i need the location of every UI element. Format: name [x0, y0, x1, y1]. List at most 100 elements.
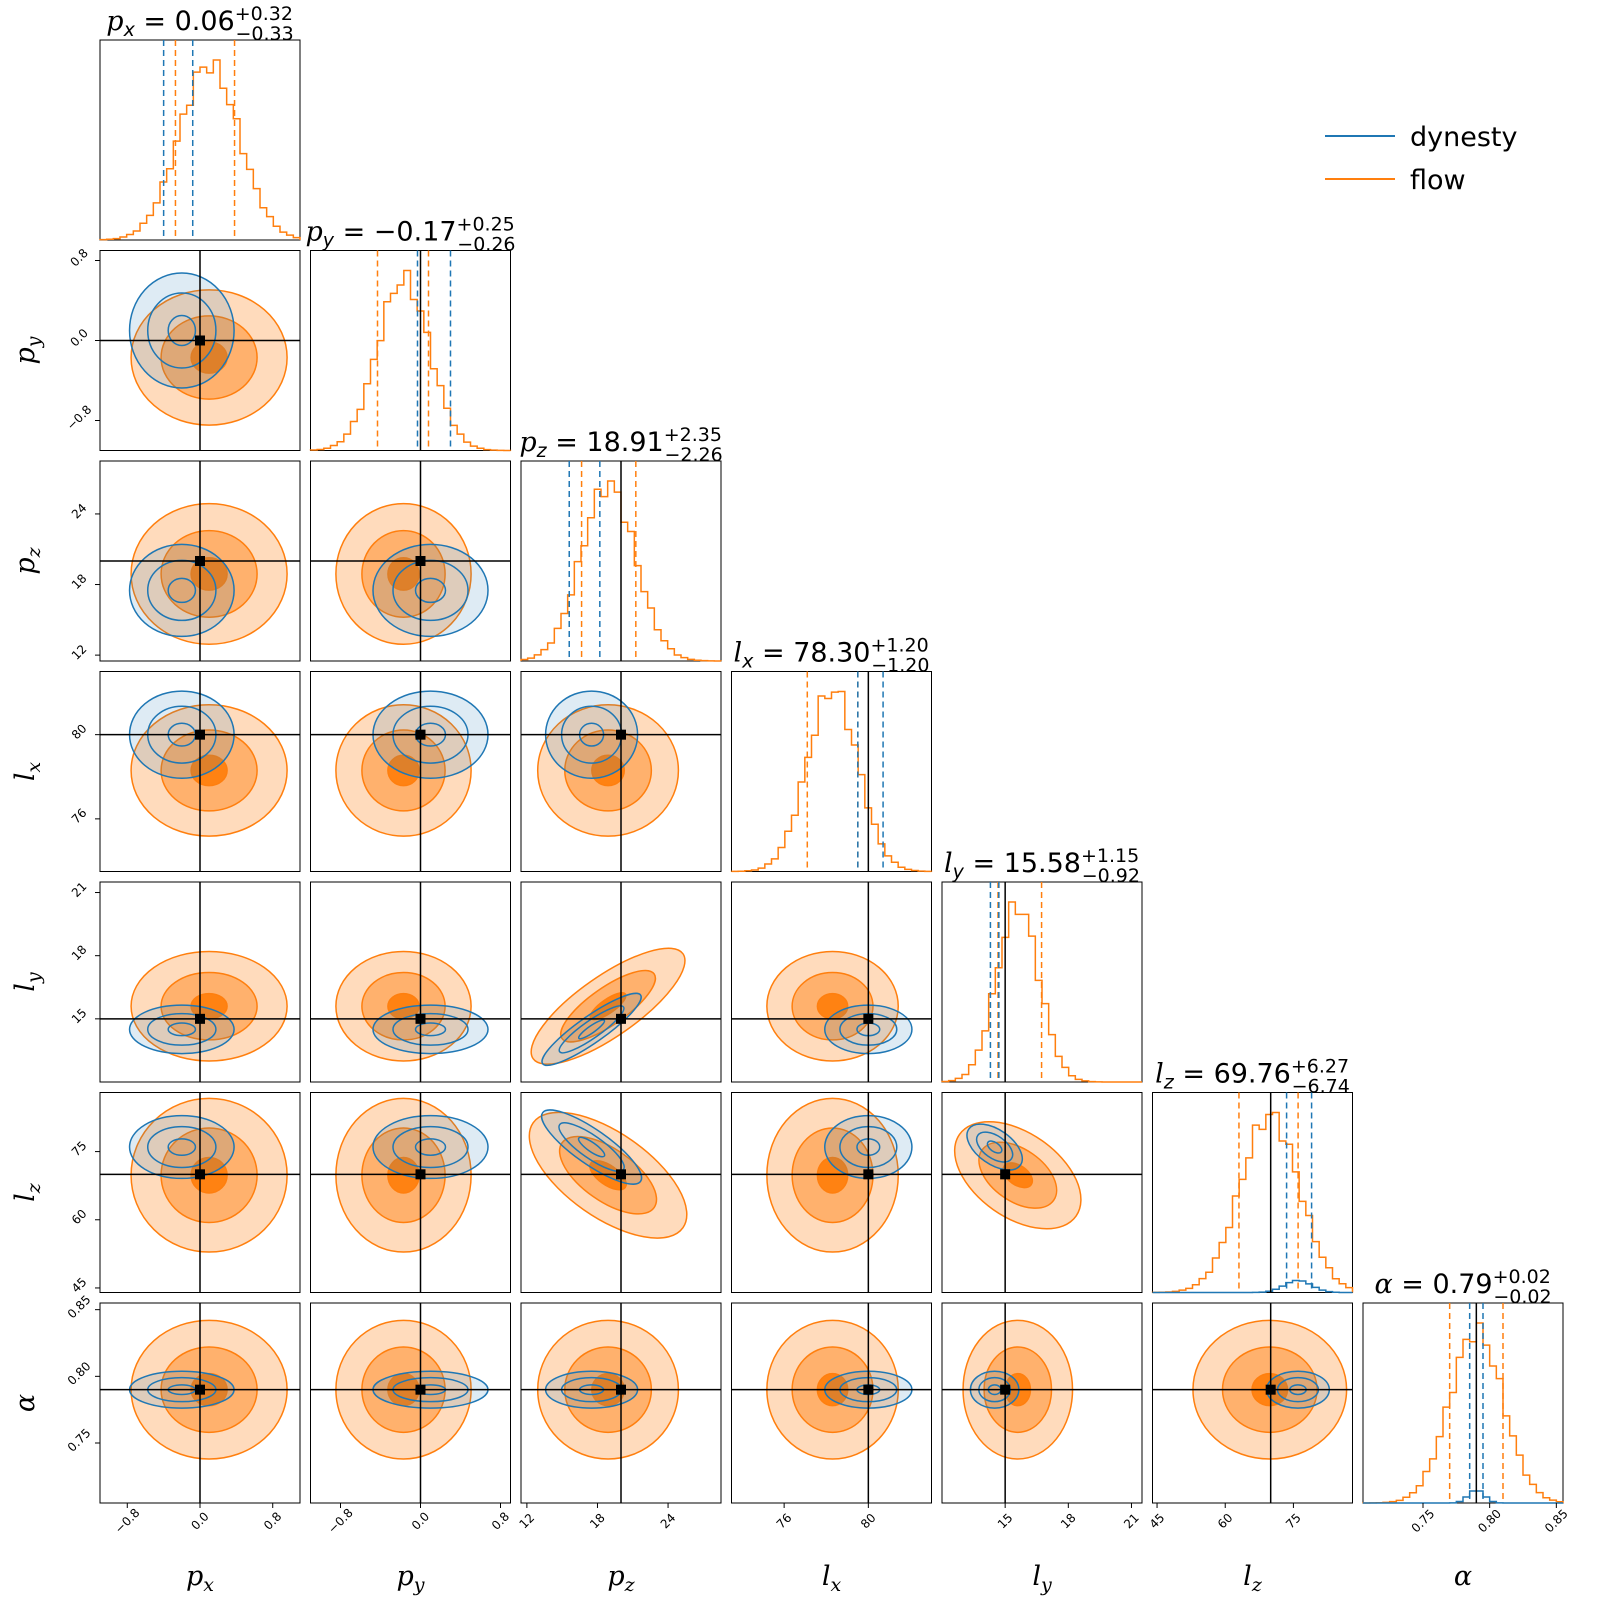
y-tick-label: 0.75	[65, 1426, 94, 1455]
truth-marker	[415, 1384, 426, 1395]
panel-frame	[310, 671, 511, 872]
hist-frame	[1152, 1092, 1353, 1293]
panel-frame	[520, 1092, 722, 1293]
dynesty-contour-level-3	[167, 314, 197, 347]
dynesty-contour-level-2	[558, 1005, 625, 1054]
contour-panel-px-pz	[99, 460, 301, 662]
hist-flow	[1362, 1322, 1564, 1504]
hist-frame	[1362, 1302, 1564, 1504]
contour-panel-pz-lz	[520, 1092, 722, 1293]
truth-marker	[616, 729, 626, 740]
dynesty-contour-level-2	[975, 1131, 1014, 1163]
dynesty-contour-level-2	[146, 1125, 217, 1169]
dynesty-contour-level-2	[392, 1125, 469, 1169]
panel-frame	[99, 250, 301, 451]
dynesty-contour-level-1	[372, 1004, 489, 1055]
x-tick-label: 0.8	[489, 1509, 512, 1532]
x-tick-label: −0.8	[325, 1506, 356, 1537]
x-tick-label: 45	[1147, 1511, 1168, 1532]
truth-marker	[195, 335, 205, 346]
dynesty-contour-level-2	[146, 1012, 217, 1046]
contour-panel-py-lx	[310, 671, 511, 872]
hist-panel-py: py = −0.17+0.25 −0.26	[305, 214, 516, 452]
dynesty-contour-level-1	[540, 1109, 643, 1185]
contour-panel-pz-ly	[520, 881, 722, 1083]
contour-panel-px-lz	[99, 1092, 301, 1293]
y-tick-label: 12	[69, 642, 90, 663]
y-tick-label: 24	[69, 501, 90, 522]
y-tick-label: −0.8	[64, 402, 95, 433]
truth-marker	[1265, 1384, 1276, 1395]
hist-panel-ly: ly = 15.58+1.15 −0.92	[941, 845, 1143, 1083]
hist-title-pz: pz = 18.91+2.35 −2.26	[519, 424, 722, 466]
legend-label-flow: flow	[1410, 165, 1466, 196]
contour-panel-py-ly	[310, 881, 511, 1083]
hist-panel-lx: lx = 78.30+1.20 −1.20	[730, 635, 933, 873]
x-tick-label: 24	[658, 1511, 679, 1532]
x-tick-label: 75	[1283, 1511, 1304, 1532]
truth-marker	[616, 1384, 626, 1395]
y-axis-label-lx: lx	[10, 762, 45, 782]
contour-panel-pz-lx	[520, 671, 722, 872]
panel-frame	[520, 881, 722, 1083]
x-axis-label-lx: lx	[822, 1561, 842, 1596]
hist-title-lx: lx = 78.30+1.20 −1.20	[734, 635, 930, 677]
x-axis-label-ly: ly	[1032, 1561, 1052, 1596]
truth-marker	[863, 1169, 874, 1180]
contour-panel-ly-lz	[941, 1092, 1143, 1293]
x-tick-label: 0.0	[188, 1509, 211, 1532]
dynesty-contour-level-2	[146, 292, 217, 369]
contour-panel-ly-alpha	[941, 1302, 1143, 1504]
contour-panel-px-alpha	[99, 1302, 301, 1504]
truth-marker	[415, 556, 426, 566]
hist-title-lz: lz = 69.76+6.27 −6.74	[1155, 1056, 1350, 1098]
y-tick-label: 18	[69, 571, 90, 592]
x-tick-label: 60	[1215, 1511, 1236, 1532]
panel-frame	[99, 671, 301, 872]
panel-frame	[310, 881, 511, 1083]
dynesty-contour-level-1	[128, 543, 235, 638]
dynesty-contour-level-3	[167, 1138, 197, 1156]
hist-title-alpha: α = 0.79+0.02 −0.02	[1374, 1266, 1551, 1308]
x-tick-label: 12	[517, 1511, 538, 1532]
panels: px = 0.06+0.32 −0.33 py = −0.17+0.25 −0.26 p…	[10, 3, 1571, 1596]
x-tick-label: 0.80	[1475, 1507, 1504, 1536]
contour-panel-py-pz	[310, 460, 511, 662]
panel-frame	[99, 1092, 301, 1293]
panel-frame	[941, 1092, 1143, 1293]
panel-frame	[99, 881, 301, 1083]
y-tick-label: 80	[69, 721, 90, 742]
dynesty-contour-level-3	[577, 1019, 606, 1040]
hist-title-py: py = −0.17+0.25 −0.26	[305, 214, 515, 256]
flow-contour-level-3	[1002, 1162, 1034, 1189]
x-axis-label-alpha: α	[1454, 1561, 1472, 1592]
dynesty-contour-level-1	[128, 272, 235, 389]
panel-frame	[310, 460, 511, 662]
x-tick-label: 18	[1058, 1511, 1079, 1532]
x-tick-label: 0.85	[1542, 1507, 1571, 1536]
contour-panel-pz-alpha	[520, 1302, 722, 1504]
truth-marker	[1000, 1169, 1011, 1180]
y-axis-label-py: py	[10, 336, 45, 364]
x-axis-label-lz: lz	[1243, 1561, 1263, 1596]
x-tick-label: 18	[587, 1511, 608, 1532]
hist-frame	[731, 671, 932, 872]
hist-title-ly: ly = 15.58+1.15 −0.92	[944, 845, 1140, 887]
contour-panel-lx-ly	[731, 881, 932, 1083]
truth-marker	[616, 1013, 626, 1024]
x-axis-label-pz: pz	[607, 1561, 635, 1596]
contour-panel-lz-alpha	[1152, 1302, 1353, 1504]
truth-marker	[195, 1384, 205, 1395]
x-axis-label-px: px	[186, 1561, 214, 1596]
contour-panel-py-lz	[310, 1092, 511, 1293]
y-axis-label-lz: lz	[10, 1182, 45, 1202]
y-tick-label: 21	[69, 879, 90, 900]
panel-frame	[731, 881, 932, 1083]
dynesty-contour-level-2	[392, 1012, 469, 1046]
x-tick-label: 0.8	[261, 1509, 284, 1532]
contour-panel-lx-lz	[731, 1092, 932, 1293]
hist-frame	[99, 39, 301, 241]
hist-panel-lz: lz = 69.76+6.27 −6.74	[1151, 1056, 1354, 1294]
x-axis-label-py: py	[396, 1561, 424, 1596]
